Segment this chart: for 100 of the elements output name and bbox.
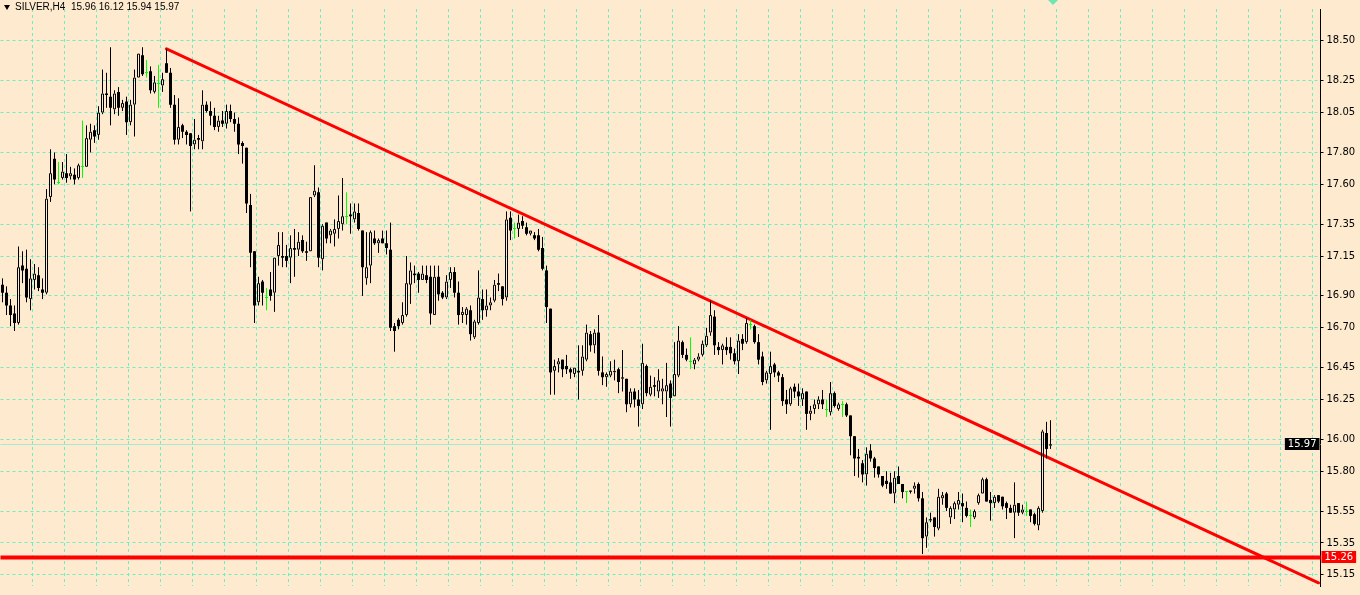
candlestick <box>45 188 48 295</box>
candlestick <box>609 360 612 378</box>
ref-line-label: 15.26 <box>1324 551 1354 563</box>
candlestick <box>149 65 152 94</box>
candlestick <box>493 279 496 303</box>
candlestick <box>337 194 340 240</box>
candlestick <box>665 362 668 418</box>
candlestick <box>909 490 912 495</box>
candlestick <box>61 161 64 181</box>
candlestick <box>365 231 368 286</box>
candlestick <box>177 97 180 145</box>
candlestick <box>264 287 269 311</box>
candlestick <box>344 191 349 225</box>
candlestick <box>209 100 212 126</box>
candlestick <box>617 367 620 394</box>
candlestick <box>753 324 756 345</box>
candlestick <box>805 391 808 431</box>
candlestick <box>505 210 508 302</box>
candlestick <box>957 491 960 510</box>
y-tick-label: 16.90 <box>1326 289 1356 301</box>
y-tick-label: 17.60 <box>1326 177 1356 189</box>
candlestick <box>937 488 940 531</box>
y-tick-label: 15.55 <box>1326 504 1356 516</box>
candlestick <box>297 231 300 257</box>
candlestick <box>517 214 520 238</box>
candlestick <box>481 289 484 321</box>
candlestick <box>621 349 624 393</box>
candlestick <box>469 304 472 342</box>
candlestick <box>865 446 868 487</box>
candlestick <box>641 343 644 410</box>
y-tick-label: 18.50 <box>1326 34 1356 46</box>
candlestick <box>781 373 784 407</box>
candlestick <box>1 277 4 303</box>
candlestick <box>277 231 280 267</box>
candlestick <box>893 470 896 504</box>
candlestick <box>281 231 284 268</box>
candlestick <box>633 387 636 408</box>
candlestick <box>273 257 276 313</box>
candlestick <box>144 59 149 79</box>
candlestick <box>737 333 740 375</box>
candlestick <box>65 153 68 184</box>
candlestick <box>189 132 192 212</box>
candlestick <box>341 177 344 232</box>
candlestick <box>80 120 85 179</box>
candlestick <box>657 368 660 399</box>
candlestick <box>9 298 12 327</box>
candlestick <box>49 148 52 203</box>
candlestick <box>512 222 517 240</box>
candlestick <box>457 281 460 326</box>
candlestick <box>829 381 832 416</box>
candlestick <box>56 161 61 185</box>
candlestick <box>873 456 876 479</box>
candlestick <box>968 508 973 528</box>
y-tick-label: 15.15 <box>1326 568 1356 580</box>
candlestick <box>485 289 488 318</box>
candlestick <box>889 472 892 495</box>
candlestick <box>369 230 372 284</box>
y-tick-label: 17.35 <box>1326 217 1356 229</box>
candlestick <box>769 351 772 431</box>
candlestick <box>161 72 164 93</box>
candlestick <box>945 491 948 512</box>
candlestick <box>977 493 980 506</box>
candlestick <box>117 86 120 117</box>
candlestick <box>333 218 336 247</box>
y-tick-label: 17.80 <box>1326 146 1356 158</box>
candlestick <box>85 124 88 167</box>
candlestick <box>77 163 80 181</box>
candlestick <box>29 258 32 311</box>
y-tick-label: 16.25 <box>1326 393 1356 405</box>
candlestick <box>385 230 388 255</box>
candlestick <box>913 481 916 495</box>
candlestick <box>849 414 852 456</box>
candlestick <box>109 46 112 126</box>
candlestick <box>5 285 8 316</box>
candlestick <box>745 317 748 345</box>
candlestick <box>449 266 452 289</box>
candlestick <box>305 241 308 262</box>
y-tick-label: 15.35 <box>1326 536 1356 548</box>
candlestick <box>141 46 144 77</box>
candlestick <box>217 115 220 133</box>
candlestick <box>557 357 560 373</box>
candlestick <box>405 255 408 318</box>
candlestick <box>69 166 72 181</box>
candlestick <box>985 477 988 503</box>
candlestick <box>673 341 676 397</box>
candlestick <box>193 118 196 150</box>
candlestick <box>693 357 696 370</box>
candlestick <box>953 501 956 520</box>
y-tick-label: 15.80 <box>1326 464 1356 476</box>
y-tick-label: 16.00 <box>1326 432 1356 444</box>
candlestick <box>949 505 952 525</box>
candlestick <box>601 355 604 386</box>
y-tick-label: 18.05 <box>1326 106 1356 118</box>
candlestick <box>721 343 724 365</box>
candlestick <box>1049 419 1052 450</box>
candlestick <box>37 266 40 292</box>
ref-line-label: 15.97 <box>1287 438 1317 450</box>
candlestick <box>201 89 204 150</box>
candlestick <box>377 238 380 254</box>
candlestick <box>433 265 436 316</box>
